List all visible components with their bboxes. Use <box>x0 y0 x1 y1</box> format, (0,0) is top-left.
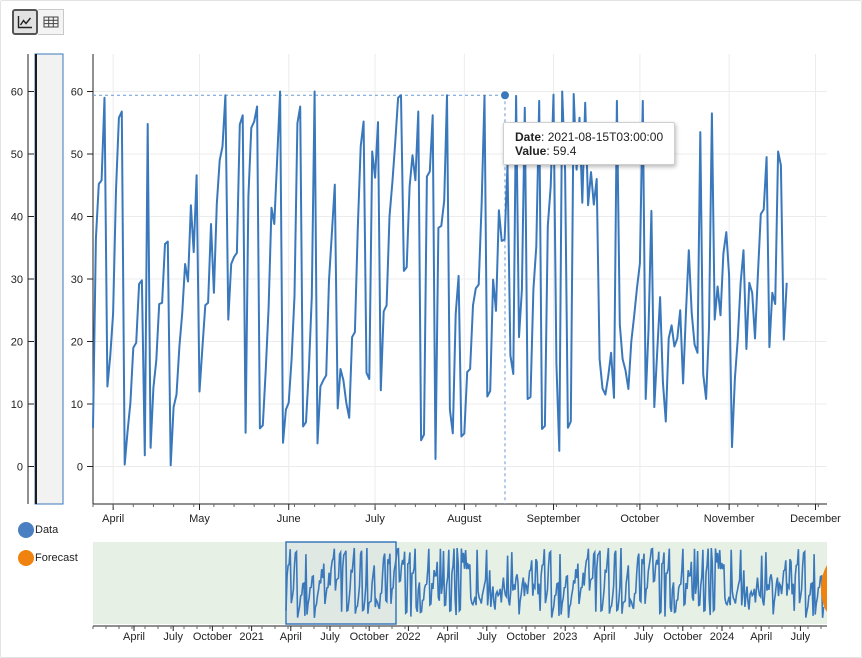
x-tick-label: October <box>620 513 659 525</box>
tooltip-date-value: 2021-08-15T03:00:00 <box>547 130 664 144</box>
navigator-tick-label: 2024 <box>710 631 734 643</box>
y-tick-label: 60 <box>71 87 83 99</box>
navigator-tick-label: April <box>123 631 145 643</box>
tooltip-value-value: 59.4 <box>553 144 577 158</box>
navigator-tick-label: July <box>477 631 497 643</box>
navigator-tick-label: April <box>437 631 459 643</box>
tooltip: Date: 2021-08-15T03:00:00 Value: 59.4 <box>503 122 676 165</box>
y-selector-tick-label: 40 <box>11 212 23 224</box>
legend-swatch-forecast <box>18 550 34 566</box>
navigator-tick-label: April <box>593 631 615 643</box>
navigator-tick-label: 2021 <box>239 631 263 643</box>
line-chart-icon <box>17 16 32 29</box>
view-toolbar <box>12 9 64 35</box>
navigator-series-line <box>285 547 825 618</box>
y-tick-label: 50 <box>71 149 83 161</box>
navigator-forecast-segment <box>821 565 827 612</box>
x-axis: April May June July August September October No… <box>92 503 841 525</box>
navigator-tick-label: October <box>193 631 232 643</box>
x-tick-label: July <box>365 513 385 525</box>
legend-swatch-data <box>18 522 34 538</box>
tooltip-value-label: Value <box>515 144 547 158</box>
x-tick-label: April <box>102 513 124 525</box>
y-selector-axis: 0 10 20 30 40 50 60 <box>11 54 34 504</box>
legend-item-data[interactable]: Data <box>18 516 78 544</box>
legend: Data Forecast <box>18 516 78 572</box>
table-icon <box>43 16 58 28</box>
series-line-data[interactable] <box>92 90 788 467</box>
y-tick-label: 0 <box>77 462 83 474</box>
y-range-selector[interactable] <box>34 53 64 505</box>
hover-point[interactable] <box>500 91 509 100</box>
y-selector-tick-label: 50 <box>11 149 23 161</box>
legend-label-data: Data <box>35 524 59 536</box>
x-tick-label: May <box>189 513 210 525</box>
y-tick-label: 30 <box>71 274 83 286</box>
navigator-tick-label: July <box>320 631 340 643</box>
y-selector-tick-label: 0 <box>17 462 23 474</box>
y-selector-tick-label: 60 <box>11 87 23 99</box>
navigator-tick-label: 2022 <box>396 631 420 643</box>
crosshair <box>93 94 506 504</box>
y-tick-label: 20 <box>71 337 83 349</box>
y-selector-tick-label: 20 <box>11 337 23 349</box>
legend-label-forecast: Forecast <box>35 552 78 564</box>
y-axis: 0 10 20 30 40 50 60 <box>71 54 94 504</box>
y-tick-label: 40 <box>71 212 83 224</box>
x-tick-label: September <box>527 513 581 525</box>
x-tick-label: November <box>704 513 755 525</box>
navigator-tick-label: July <box>163 631 183 643</box>
table-view-button[interactable] <box>38 9 64 35</box>
navigator-tick-label: October <box>350 631 389 643</box>
legend-item-forecast[interactable]: Forecast <box>18 544 78 572</box>
x-tick-label: August <box>447 513 481 525</box>
x-tick-label: December <box>790 513 841 525</box>
navigator-tick-label: April <box>280 631 302 643</box>
navigator-tick-label: April <box>750 631 772 643</box>
x-tick-label: June <box>277 513 301 525</box>
navigator-tick-label: October <box>663 631 702 643</box>
gridlines <box>93 54 827 504</box>
navigator-tick-label: 2023 <box>553 631 577 643</box>
tooltip-date-label: Date <box>515 130 542 144</box>
y-selector-tick-label: 30 <box>11 274 23 286</box>
navigator-axis: April July October 2021 April July October 2022… <box>92 625 827 643</box>
y-selector-tick-label: 10 <box>11 399 23 411</box>
y-tick-label: 10 <box>71 399 83 411</box>
chart-view-button[interactable] <box>12 9 38 35</box>
navigator-tick-label: July <box>791 631 811 643</box>
navigator-tick-label: October <box>506 631 545 643</box>
navigator-tick-label: July <box>634 631 654 643</box>
